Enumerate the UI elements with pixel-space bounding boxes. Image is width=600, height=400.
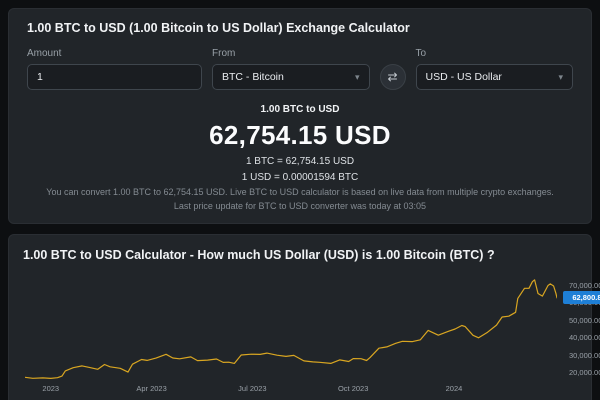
price-line <box>25 279 557 380</box>
amount-field-group: Amount <box>27 48 202 90</box>
disclaimer-line-1: You can convert 1.00 BTC to 62,754.15 US… <box>46 187 554 197</box>
current-price-badge: 62,800.85 <box>563 291 600 305</box>
x-tick-label: 2024 <box>445 384 463 393</box>
converter-form: Amount From BTC - Bitcoin ▾ ⇄ To USD - U… <box>27 48 573 90</box>
conversion-result: 1.00 BTC to USD 62,754.15 USD 1 BTC = 62… <box>27 104 573 211</box>
y-tick-label: 50,000.00 <box>569 315 600 325</box>
y-tick-label: 20,000.00 <box>569 367 600 377</box>
to-currency-select[interactable]: USD - US Dollar ▾ <box>415 64 573 90</box>
x-tick-label: Oct 2023 <box>337 384 369 393</box>
x-tick-label: 2023 <box>42 384 60 393</box>
from-label: From <box>212 48 236 59</box>
chart-panel: 1.00 BTC to USD Calculator - How much US… <box>8 234 600 400</box>
y-tick-label: 30,000.00 <box>569 350 600 360</box>
y-tick-label: 70,000.00 <box>569 280 600 290</box>
converter-title: 1.00 BTC to USD (1.00 Bitcoin to US Doll… <box>27 21 410 35</box>
rate-reverse: 1 USD = 0.00001594 BTC <box>241 172 359 183</box>
pair-label: 1.00 BTC to USD <box>260 104 340 115</box>
swap-icon: ⇄ <box>387 70 398 84</box>
amount-input[interactable] <box>27 64 202 90</box>
chart-plot-svg <box>25 279 557 380</box>
converted-amount: 62,754.15 USD <box>209 120 391 150</box>
from-currency-value: BTC - Bitcoin <box>222 71 284 83</box>
chevron-down-icon: ▾ <box>558 71 563 82</box>
amount-label: Amount <box>27 48 62 59</box>
chart-plot[interactable] <box>25 274 557 382</box>
x-tick-label: Jul 2023 <box>238 384 267 393</box>
swap-currencies-button[interactable]: ⇄ <box>379 64 406 90</box>
y-axis-labels: 20,000.0030,000.0040,000.0050,000.0060,0… <box>563 274 600 382</box>
x-axis-labels: 2023 Apr 2023 Jul 2023 Oct 2023 2024 <box>25 384 557 396</box>
from-field-group: From BTC - Bitcoin ▾ <box>212 48 370 90</box>
chevron-down-icon: ▾ <box>354 71 360 82</box>
y-tick-label: 40,000.00 <box>569 333 600 343</box>
from-currency-select[interactable]: BTC - Bitcoin ▾ <box>212 64 370 90</box>
to-currency-value: USD - US Dollar <box>425 71 502 83</box>
x-tick-label: Apr 2023 <box>136 384 167 393</box>
converter-panel: 1.00 BTC to USD (1.00 Bitcoin to US Doll… <box>8 8 592 224</box>
price-chart: 20,000.0030,000.0040,000.0050,000.0060,0… <box>23 272 600 396</box>
rate-forward: 1 BTC = 62,754.15 USD <box>245 156 355 167</box>
disclaimer-line-2: Last price update for BTC to USD convert… <box>173 201 427 211</box>
chart-title: 1.00 BTC to USD Calculator - How much US… <box>23 248 495 262</box>
to-field-group: To USD - US Dollar ▾ <box>415 48 573 90</box>
to-label: To <box>415 48 427 59</box>
